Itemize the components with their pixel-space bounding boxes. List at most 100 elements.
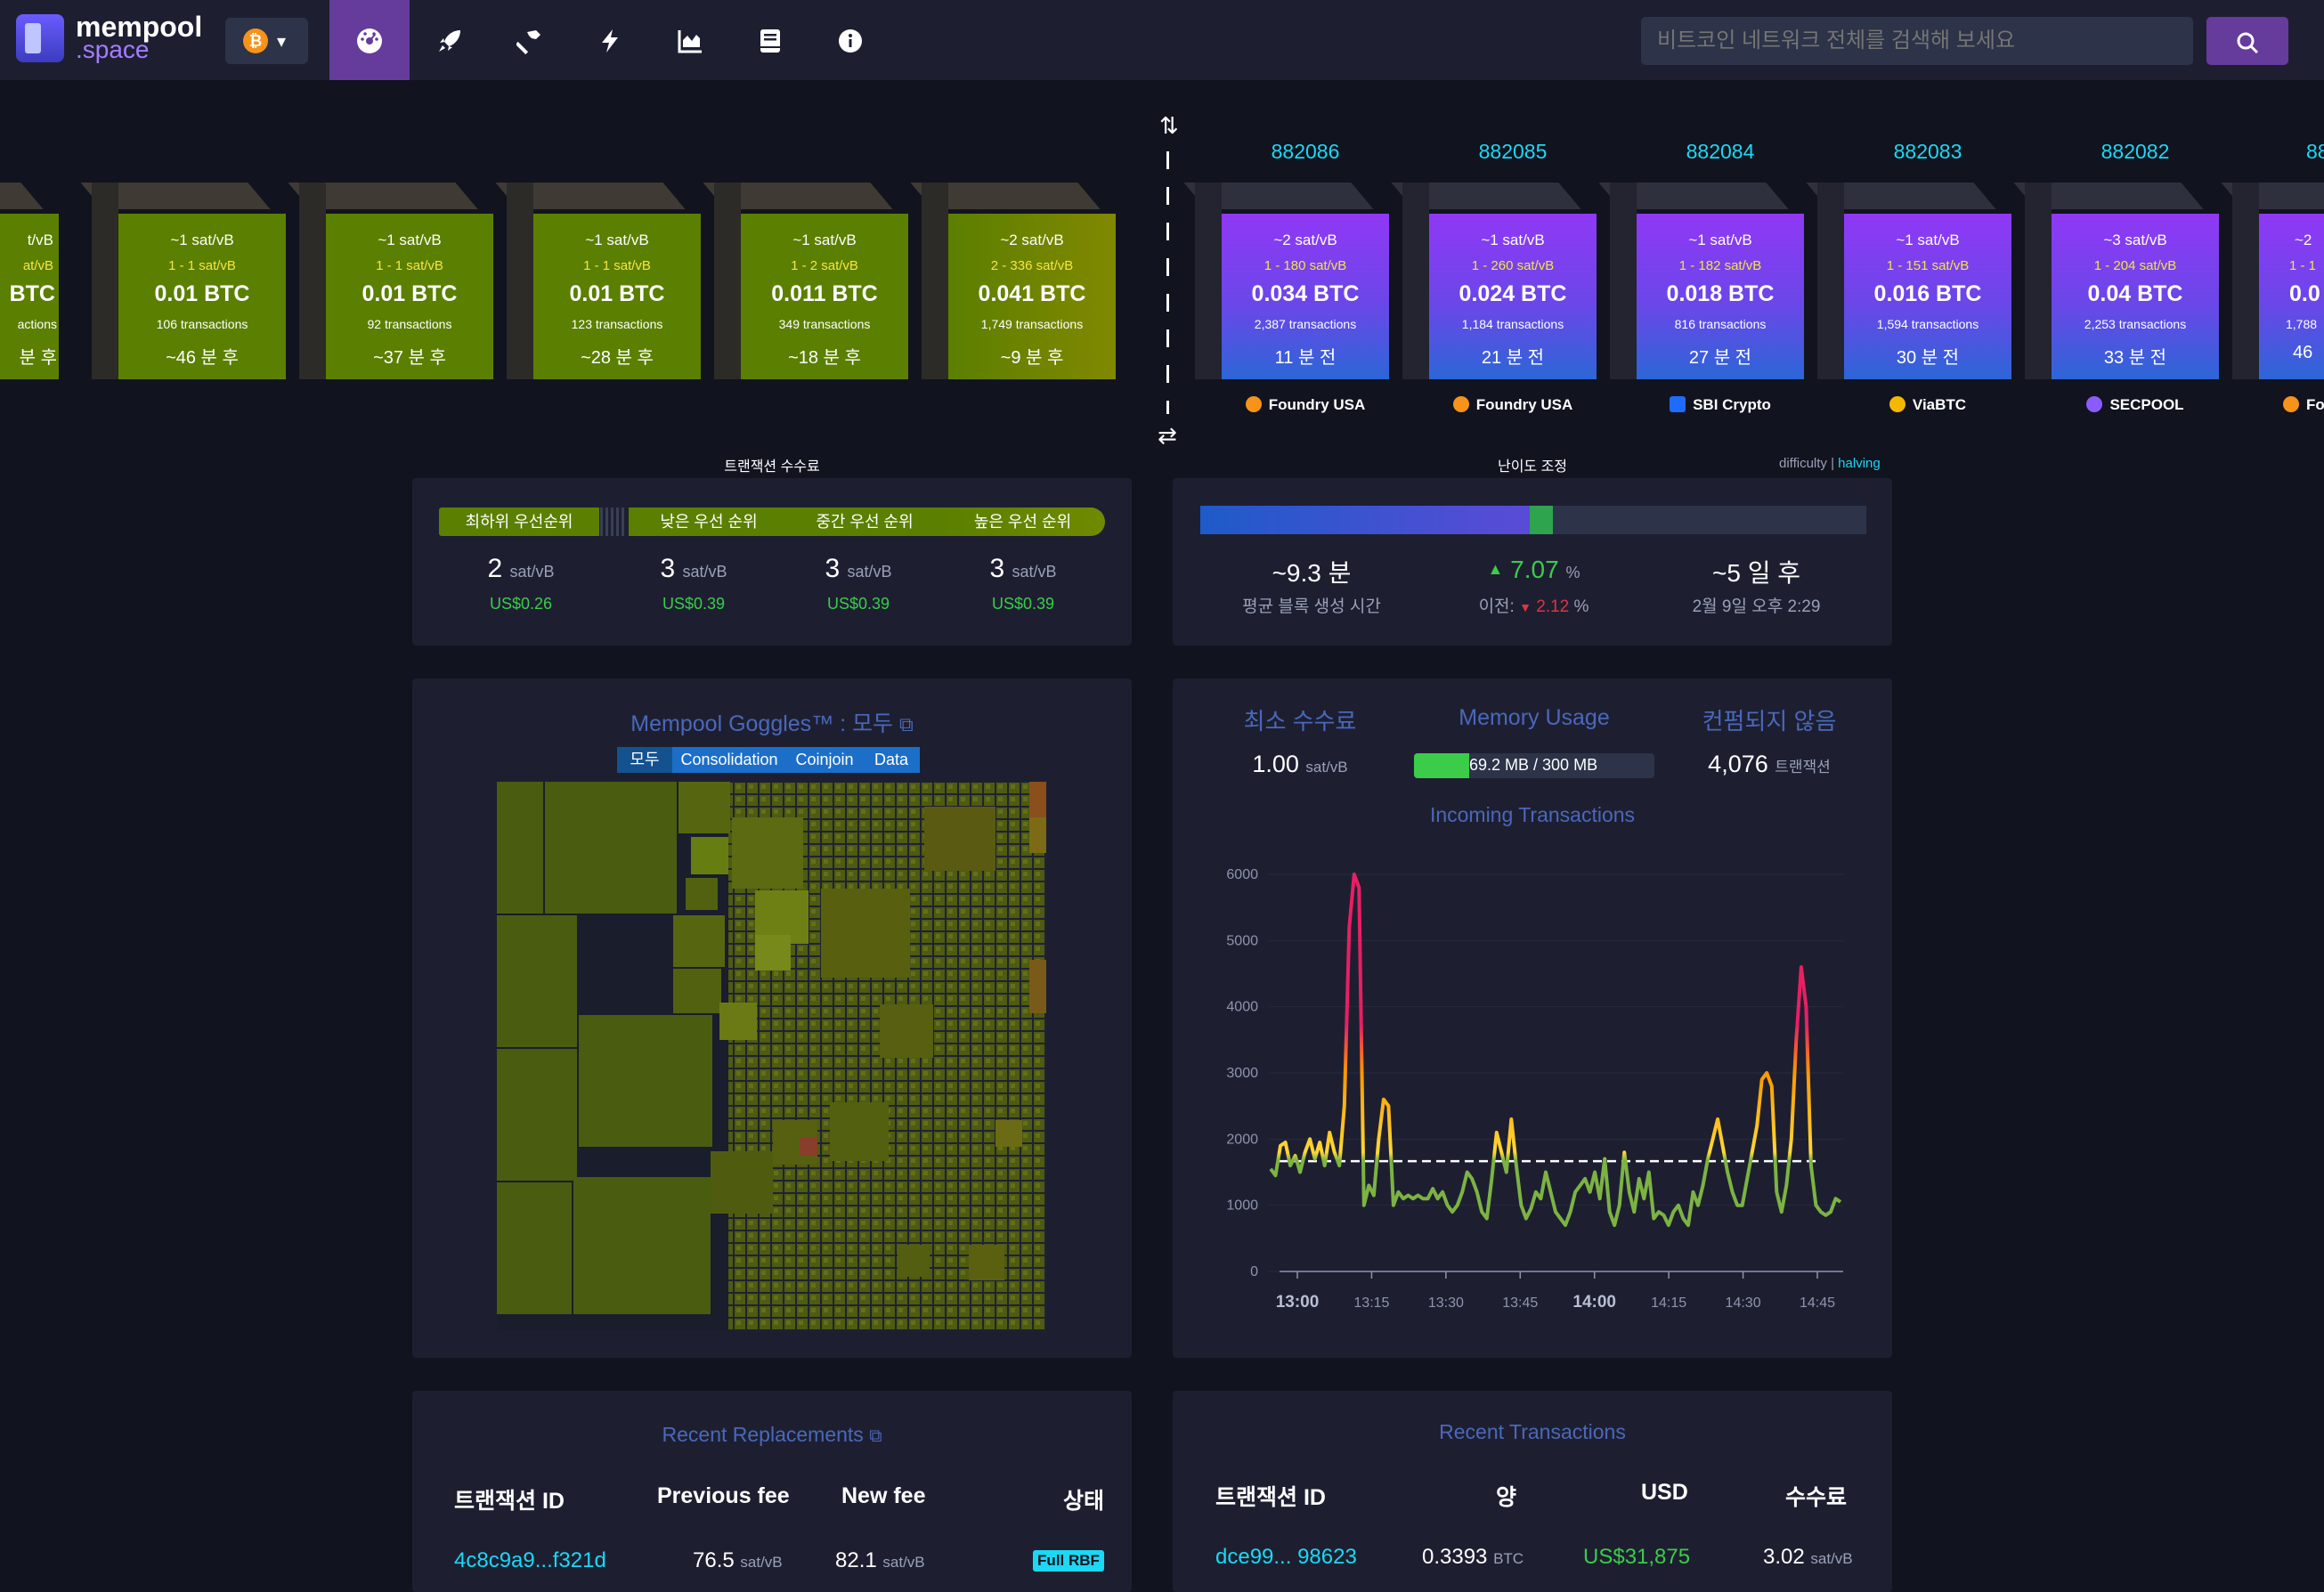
tab-all[interactable]: 모두 <box>617 747 672 773</box>
x-tick-label: 14:45 <box>1800 1296 1835 1311</box>
y-tick-label: 5000 <box>1226 933 1258 948</box>
difficulty-halving-links: difficulty | halving <box>1779 456 1881 471</box>
mined-block[interactable]: ~3 sat/vB 1 - 204 sat/vB 0.04 BTC 2,253 … <box>2013 183 2219 379</box>
docs-icon[interactable] <box>730 0 810 80</box>
viabtc-pool-icon <box>1889 396 1906 412</box>
block-total: 0.0 <box>2289 281 2320 306</box>
fee-priority-medium: 중간 우선 순위 <box>789 508 940 536</box>
external-link-icon: ⧉ <box>869 1426 882 1446</box>
recent-replacements-title[interactable]: Recent Replacements ⧉ <box>662 1423 882 1446</box>
y-tick-label: 0 <box>1250 1264 1258 1279</box>
block-tx-count: 123 transactions <box>571 317 663 331</box>
projected-block[interactable]: ~1 sat/vB 1 - 1 sat/vB 0.01 BTC 106 tran… <box>80 183 286 379</box>
block-fee-range: 1 - 1 sat/vB <box>376 258 443 273</box>
arrow-down-icon: ▼ <box>1519 600 1532 614</box>
secpool-pool-icon <box>2086 396 2103 412</box>
mined-block[interactable]: ~2 sat/vB 1 - 180 sat/vB 0.034 BTC 2,387… <box>1183 183 1389 379</box>
dashboard-icon[interactable] <box>329 0 410 80</box>
search-input[interactable] <box>1641 17 2193 65</box>
block-height-link[interactable]: 882084 <box>1686 140 1755 163</box>
block-tx-count: 106 transactions <box>156 317 248 331</box>
replacement-prev-fee: 76.5 sat/vB <box>693 1548 783 1572</box>
block-eta: ~18 분 후 <box>788 348 861 368</box>
projected-block[interactable]: ~1 sat/vB 1 - 2 sat/vB 0.011 BTC 349 tra… <box>703 183 908 379</box>
block-height-link[interactable]: 882082 <box>2101 140 2170 163</box>
block-age: 33 분 전 <box>2103 348 2167 368</box>
mempool-treemap[interactable] <box>497 782 1046 1331</box>
block-eta: ~46 분 후 <box>166 348 239 368</box>
difficulty-caption: 난이도 조정 <box>1497 459 1568 475</box>
mining-pool[interactable]: Fo <box>2259 396 2324 414</box>
mined-block[interactable]: ~1 sat/vB 1 - 260 sat/vB 0.024 BTC 1,184… <box>1391 183 1597 379</box>
incoming-transactions-series <box>1269 873 1842 1227</box>
mining-pool[interactable]: ViaBTC <box>1844 396 2011 414</box>
incoming-transactions-chart[interactable]: 0 1000 2000 3000 4000 5000 6000 13:00 13:15 13:30… <box>1173 846 1892 1327</box>
pool-name: SBI Crypto <box>1693 396 1771 413</box>
projected-block[interactable]: ~1 sat/vB 1 - 1 sat/vB 0.01 BTC 92 trans… <box>288 183 493 379</box>
block-height-link[interactable]: 882086 <box>1271 140 1340 163</box>
unconfirmed-title: 컨펌되지 않음 <box>1702 708 1837 735</box>
fees-caption: 트랜잭션 수수료 <box>724 459 820 475</box>
difficulty-link[interactable]: difficulty <box>1779 456 1827 471</box>
block-height-link[interactable]: 882085 <box>1478 140 1548 163</box>
swap-horizontal-icon[interactable]: ⇄ <box>1158 422 1177 449</box>
info-icon[interactable] <box>810 0 890 80</box>
pool-name: Foundry USA <box>1268 396 1366 413</box>
block-median-fee: ~3 sat/vB <box>2103 231 2167 248</box>
memory-usage-bar: 69.2 MB / 300 MB <box>1414 753 1654 778</box>
x-tick-label: 13:30 <box>1428 1296 1464 1311</box>
col-txid: 트랜잭션 ID <box>454 1489 565 1514</box>
difficulty-progress-fill <box>1200 506 1531 534</box>
block-tx-count: 1,184 transactions <box>1461 317 1564 331</box>
pool-name: SECPOOL <box>2109 396 2184 413</box>
block-total: 0.018 BTC <box>1666 281 1775 306</box>
replacement-txid[interactable]: 4c8c9a9...f321d <box>454 1548 606 1572</box>
projected-block[interactable]: ~1 sat/vB 1 - 1 sat/vB 0.01 BTC 123 tran… <box>495 183 701 379</box>
hammer-icon[interactable] <box>490 0 570 80</box>
block-fee-range: 1 - 1 sat/vB <box>583 258 651 273</box>
difficulty-eta: ~5 일 후 <box>1711 559 1800 587</box>
goggles-title[interactable]: Mempool Goggles™ : 모두 ⧉ <box>630 711 914 736</box>
mining-pool[interactable]: SBI Crypto <box>1637 396 1804 414</box>
mining-pool[interactable]: Foundry USA <box>1429 396 1597 414</box>
halving-link[interactable]: halving <box>1838 456 1881 471</box>
pool-name: Fo <box>2306 396 2324 413</box>
mempool-logo-icon[interactable] <box>16 14 64 62</box>
tab-data[interactable]: Data <box>863 747 920 773</box>
mined-block[interactable]: ~1 sat/vB 1 - 151 sat/vB 0.016 BTC 1,594… <box>1806 183 2011 379</box>
pool-name: ViaBTC <box>1912 396 1967 413</box>
status-badge: Full RBF <box>1033 1550 1104 1572</box>
mining-pool[interactable]: SECPOOL <box>2052 396 2219 414</box>
transaction-txid[interactable]: dce99... 98623 <box>1215 1545 1357 1569</box>
logo-subtext[interactable]: .space <box>76 36 150 63</box>
swap-vertical-icon[interactable]: ⇅ <box>1159 112 1179 139</box>
block-total: 0.011 BTC <box>771 281 878 306</box>
logo-text[interactable]: mempool <box>76 11 203 43</box>
previous-change: 이전: ▼ 2.12 % <box>1478 597 1589 616</box>
chart-icon[interactable] <box>650 0 730 80</box>
projected-block[interactable]: ~2 sat/vB 2 - 336 sat/vB 0.041 BTC 1,749… <box>910 183 1116 379</box>
foundry-pool-icon <box>2283 396 2299 412</box>
mined-block-partial[interactable]: ~2 1 - 1 0.0 1,788 46 <box>2221 183 2324 379</box>
x-tick-label: 14:15 <box>1651 1296 1686 1311</box>
tab-coinjoin[interactable]: Coinjoin <box>786 747 863 773</box>
block-median-fee: ~1 sat/vB <box>378 231 442 248</box>
rocket-icon[interactable] <box>410 0 490 80</box>
fee-priority-minimum: 최하위 우선순위 <box>439 508 599 536</box>
mining-pool[interactable]: Foundry USA <box>1222 396 1389 414</box>
recent-transactions-title: Recent Transactions <box>1439 1420 1626 1443</box>
tab-consolidation[interactable]: Consolidation <box>672 747 786 773</box>
mined-block[interactable]: ~1 sat/vB 1 - 182 sat/vB 0.018 BTC 816 t… <box>1598 183 1804 379</box>
foundry-pool-icon <box>1245 396 1262 412</box>
network-selector[interactable]: ₿ ▾ <box>225 18 308 64</box>
block-fee-range: 1 - 151 sat/vB <box>1886 258 1970 273</box>
projected-block-partial[interactable]: t/vB at/vB BTC actions 분 후 <box>0 183 59 379</box>
fee-usd-low: US$0.39 <box>662 595 726 613</box>
block-tx-count: 2,253 transactions <box>2084 317 2187 331</box>
lightning-icon[interactable] <box>570 0 650 80</box>
block-height-link[interactable]: 882 <box>2306 140 2324 163</box>
fee-value-low: 3 sat/vB <box>660 554 727 583</box>
block-height-link[interactable]: 882083 <box>1893 140 1962 163</box>
col-amount: 양 <box>1496 1485 1517 1510</box>
search-button[interactable] <box>2206 17 2288 65</box>
